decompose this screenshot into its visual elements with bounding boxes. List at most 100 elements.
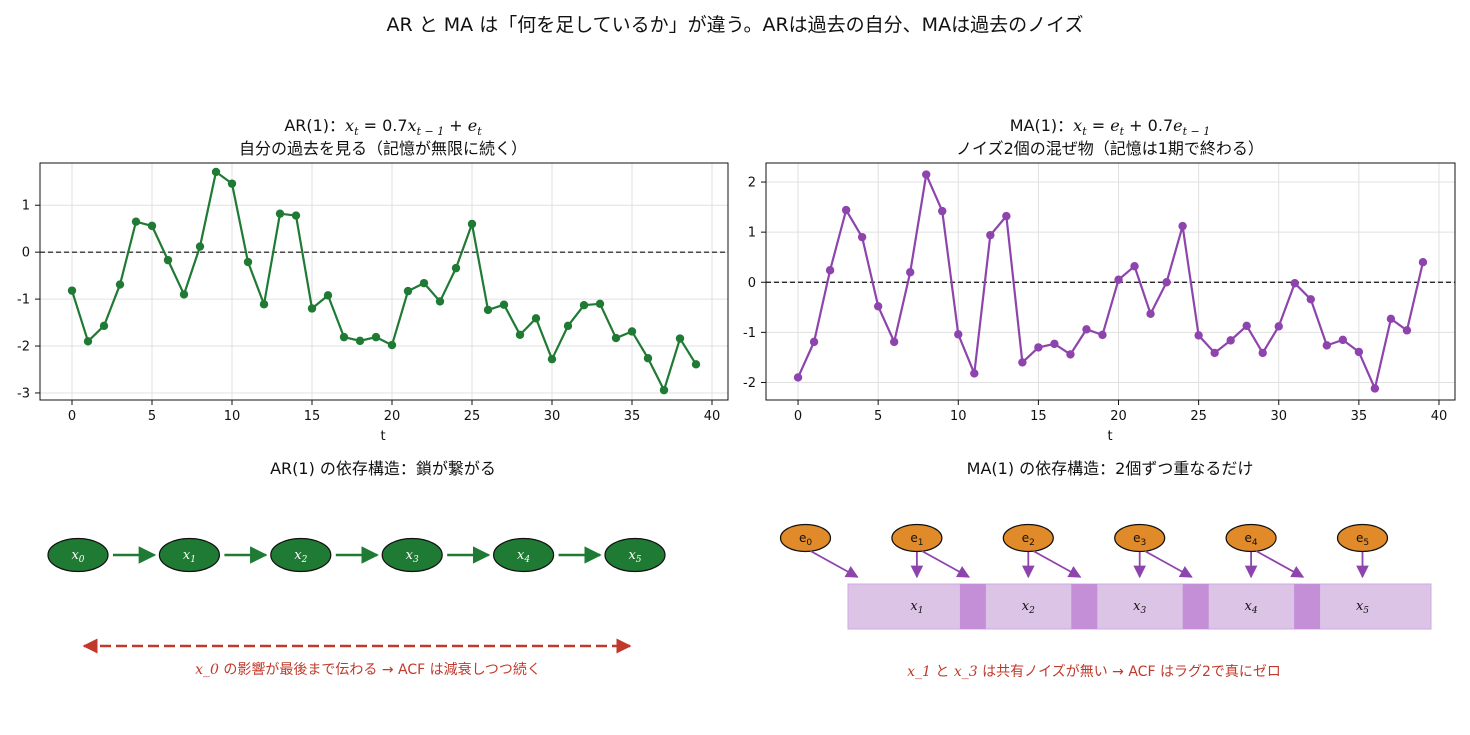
ar-node-chain: x0 x1 x2 x3 x4 x5	[47, 537, 666, 573]
ar-chart-subtitle: 自分の過去を見る（記憶が無限に続く）	[239, 139, 527, 158]
ar-data-point	[83, 337, 93, 346]
ar-data-point	[563, 321, 573, 331]
ma-y-tick-label: -1	[743, 326, 756, 341]
ar-x-tick-label: 25	[464, 409, 481, 424]
ma-dependency-diagram: MA(1) の依存構造：2個ずつ重なるだけ x1 x2 x3 x4 x5 e0 e1 e2 e…	[779, 459, 1432, 680]
ma-x-tick-label: 35	[1351, 409, 1368, 424]
ar-data-point	[579, 301, 589, 310]
ma-noise-arrow	[810, 550, 859, 578]
ma-data-point	[1242, 321, 1251, 331]
ma-noise-label: e2	[1022, 531, 1035, 548]
ma-data-point	[1402, 326, 1412, 335]
ma-data-point	[1338, 335, 1348, 345]
ar-y-tick-label: -2	[17, 340, 30, 355]
ar-data-point	[371, 332, 381, 342]
ar-diagram-title: AR(1) の依存構造：鎖が繋がる	[270, 459, 496, 478]
ma-noise-label: e5	[1356, 531, 1369, 548]
ma-data-point	[954, 330, 963, 339]
ar-plot-frame	[39, 162, 729, 401]
ar-data-point	[659, 385, 669, 395]
ar-data-point	[355, 336, 365, 346]
ma-x-tick-label: 30	[1270, 409, 1287, 424]
ma-data-point	[986, 230, 995, 240]
ma-block-band	[847, 583, 1432, 630]
ma-data-point	[1306, 295, 1315, 304]
ar-node-label: x5	[628, 548, 641, 565]
ma-data-point	[1274, 322, 1283, 331]
ar-data-point	[163, 255, 173, 265]
ar-chart: AR(1)：xt = 0.7xt − 1 + et 自分の過去を見る（記憶が無限…	[17, 116, 729, 444]
ma-noise-node	[1002, 523, 1054, 553]
ar-y-tick-label: -1	[17, 293, 30, 308]
ar-data-point	[243, 257, 253, 267]
ma-data-point	[889, 337, 899, 347]
ma-block-row: x1 x2 x3 x4 x5	[847, 583, 1432, 630]
ar-node	[492, 537, 555, 573]
ar-data-point	[483, 305, 493, 315]
ar-node	[381, 537, 443, 573]
ma-data-point	[1162, 278, 1171, 287]
ma-data-point	[793, 373, 803, 382]
ma-data-point	[938, 206, 947, 216]
ma-x-tick-label: 10	[950, 409, 967, 424]
ma-noise-row: e0 e1 e2 e3 e4 e5	[779, 523, 1389, 579]
ar-data-point	[227, 179, 237, 188]
ar-ticks: 0 5 10 15 20 25 30 35 40 -3 -2 -1 0 1	[17, 199, 720, 424]
ar-data-point	[99, 321, 109, 331]
ar-node-label: x3	[406, 548, 419, 565]
ma-data-point	[1034, 343, 1043, 352]
ar-x-tick-label: 20	[384, 409, 401, 424]
ma-chart-title: MA(1)：xt = et + 0.7et − 1	[1010, 116, 1210, 138]
ma-data-point	[841, 205, 851, 215]
ar-data-point	[67, 286, 77, 295]
ar-node-label: x1	[183, 548, 196, 565]
ar-x-tick-label: 35	[624, 409, 641, 424]
ma-data-point	[906, 268, 915, 277]
ma-data-point	[1018, 358, 1027, 367]
ma-data-point	[1354, 347, 1364, 357]
ma-annotation-mid: と	[931, 664, 954, 680]
ma-series	[793, 170, 1428, 393]
ma-data-point	[1146, 309, 1155, 319]
ma-data-point	[1322, 341, 1332, 350]
ar-data-point	[611, 333, 621, 343]
figure-title: AR と MA は「何を足しているか」が違う。ARは過去の自分、MAは過去のノイ…	[386, 14, 1084, 36]
ar-data-point	[259, 300, 269, 309]
ar-y-tick-label: -3	[17, 386, 30, 401]
ar-data-point	[403, 286, 413, 296]
ma-annotation-text: は共有ノイズが無い → ACF はラグ2で真にゼロ	[978, 664, 1281, 680]
ma-noise-arrow	[1144, 550, 1193, 578]
ma-data-point	[1258, 348, 1267, 358]
ma-noise-label: e3	[1133, 531, 1146, 548]
ar-data-point	[387, 340, 397, 350]
ma-x-tick-label: 25	[1190, 409, 1207, 424]
ar-dependency-diagram: AR(1) の依存構造：鎖が繋がる x0 x1 x2 x3 x4 x5 x_0 の影響が最…	[47, 459, 666, 678]
ma-data-point	[1050, 339, 1059, 349]
ma-y-tick-label: 2	[748, 176, 756, 191]
ar-x-tick-label: 30	[544, 409, 561, 424]
ma-data-point	[1210, 348, 1219, 358]
ar-data-point	[547, 354, 557, 364]
ma-overlap-segment	[1182, 584, 1209, 629]
ma-y-tick-label: 0	[748, 276, 756, 291]
ar-y-tick-label: 0	[22, 246, 30, 261]
ma-noise-node	[1336, 523, 1389, 553]
ar-data-point	[675, 334, 685, 343]
ma-data-point	[1290, 279, 1299, 288]
ar-x-tick-label: 40	[704, 409, 721, 424]
ma-data-point	[922, 170, 931, 179]
ar-node	[158, 537, 220, 573]
ar-x-tick-label: 0	[68, 409, 76, 424]
ma-y-tick-label: -2	[743, 376, 756, 391]
ar-data-point	[147, 221, 157, 231]
ar-data-point	[515, 330, 525, 339]
ar-x-axis-label: t	[380, 429, 385, 444]
ar-y-tick-label: 1	[22, 199, 30, 214]
ar-series-line	[70, 170, 697, 392]
ar-node-label: x2	[294, 548, 307, 565]
ar-data-point	[275, 209, 285, 218]
ar-chart-title: AR(1)：xt = 0.7xt − 1 + et	[284, 116, 482, 138]
ma-noise-arrow	[921, 550, 971, 578]
ma-data-point	[1418, 258, 1428, 267]
